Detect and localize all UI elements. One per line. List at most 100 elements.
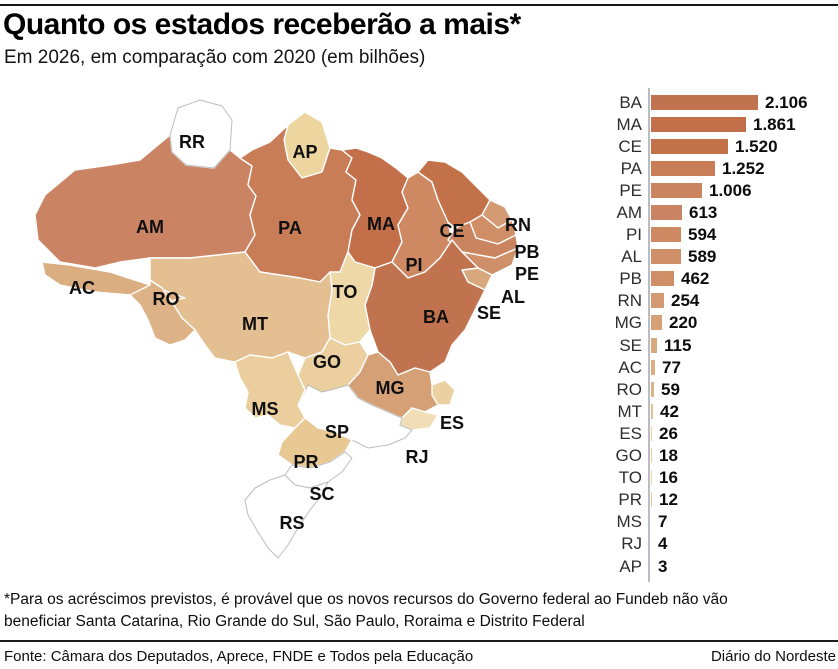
bar [651,425,652,441]
bar-state-label: MA [616,114,643,134]
bar-state-label: AC [618,357,642,377]
bar-state-label: AL [621,247,642,267]
footnote-line-1: *Para os acréscimos previstos, é prováve… [4,591,728,608]
bar-value-label: 2.106 [765,92,808,112]
bar-value-label: 589 [688,247,717,267]
bar [651,293,664,309]
bar-row-ro: RO 59 [600,378,838,400]
bar-row-to: TO 16 [600,467,838,489]
bar-value-label: 115 [664,335,692,355]
bar-state-label: MT [617,401,642,421]
state-label-sc: SC [309,484,334,504]
page-title: Quanto os estados receberão a mais* [3,8,521,41]
footnote-line-2: beneficiar Santa Catarina, Rio Grande do… [4,613,585,630]
top-rule [0,4,838,6]
bar-state-label: RO [616,379,643,399]
page-subtitle: Em 2026, em comparação com 2020 (em bilh… [4,47,426,68]
bar-area: 462 [651,270,709,287]
bar-area: 613 [651,204,717,221]
bar-area: 1.252 [651,160,765,177]
bar-area: 18 [651,447,678,464]
bar-state-label: SE [619,335,642,355]
bar-row-al: AL 589 [600,246,838,268]
bar-value-label: 1.006 [709,180,752,200]
state-shape-rr [169,99,233,169]
bar-row-ma: MA 1.861 [600,113,838,135]
bar [651,205,682,221]
state-shape-ro [129,279,196,346]
bar-area: 16 [651,469,678,486]
bar-state-label: ES [619,423,642,443]
state-label-to: TO [333,282,358,302]
bar-chart: BA 2.106 MA 1.861 CE 1.520 PA 1.252 PE 1.006 AM 613… [600,88,838,582]
bar [651,249,681,265]
bar-row-go: GO 18 [600,445,838,467]
bar [651,116,746,132]
bar-value-label: 16 [659,468,678,488]
bar-row-mg: MG 220 [600,312,838,334]
bar-area: 26 [651,425,678,442]
bar-value-label: 77 [662,357,681,377]
bar-value-label: 462 [681,269,710,289]
bar-row-ce: CE 1.520 [600,135,838,157]
source-text: Fonte: Câmara dos Deputados, Aprece, FND… [4,648,474,665]
bar-state-label: RN [617,291,642,311]
bar-state-label: PB [619,269,642,289]
bar-area: 594 [651,226,716,243]
bar-state-label: PR [618,490,642,510]
bar-row-ba: BA 2.106 [600,91,838,113]
bar-area: 1.861 [651,116,796,133]
bar-row-rj: RJ 4 [600,533,838,555]
bar-area: 1.520 [651,138,778,155]
bar-area: 254 [651,292,699,309]
state-label-ac: AC [69,278,95,298]
state-label-mt: MT [242,314,268,334]
bar-area: 220 [651,314,697,331]
state-label-rr: RR [179,132,205,152]
state-label-es: ES [440,413,464,433]
credit-text: Diário do Nordeste [710,648,836,665]
state-label-pe: PE [515,264,539,284]
bar-row-mt: MT 42 [600,400,838,422]
bar-area: 12 [651,491,678,508]
bar-state-label: CE [618,136,642,156]
bar-value-label: 12 [659,490,678,510]
bar-value-label: 3 [658,556,668,576]
bar-area: 7 [651,513,667,530]
bar [651,403,653,419]
state-label-go: GO [313,352,341,372]
bar-row-ap: AP 3 [600,555,838,577]
bar-state-label: TO [618,468,642,488]
bar-area: 4 [651,535,667,552]
bar-axis-line [648,88,650,582]
state-label-rn: RN [505,215,531,235]
bar-row-am: AM 613 [600,201,838,223]
state-label-pb: PB [514,242,539,262]
bar-value-label: 26 [659,423,678,443]
bar [651,337,657,353]
bar-value-label: 594 [688,225,717,245]
state-label-ce: CE [439,221,464,241]
bar-value-label: 7 [658,512,668,532]
bar-state-label: AP [619,556,642,576]
state-label-ba: BA [423,307,449,327]
bar-row-pb: PB 462 [600,268,838,290]
bar-area: 589 [651,248,716,265]
bar [651,94,758,110]
bar-value-label: 1.861 [753,114,796,134]
bar [651,381,654,397]
bar [651,138,728,154]
state-label-ap: AP [292,142,317,162]
bar [651,492,652,508]
bar-value-label: 254 [671,291,700,311]
bar [651,315,662,331]
state-label-pr: PR [293,452,318,472]
bar-state-label: GO [615,446,642,466]
state-label-al: AL [501,287,525,307]
bar-value-label: 18 [659,446,678,466]
bar-row-ac: AC 77 [600,356,838,378]
bar [651,359,655,375]
bar-row-pa: PA 1.252 [600,157,838,179]
bar-state-label: MS [616,512,643,532]
